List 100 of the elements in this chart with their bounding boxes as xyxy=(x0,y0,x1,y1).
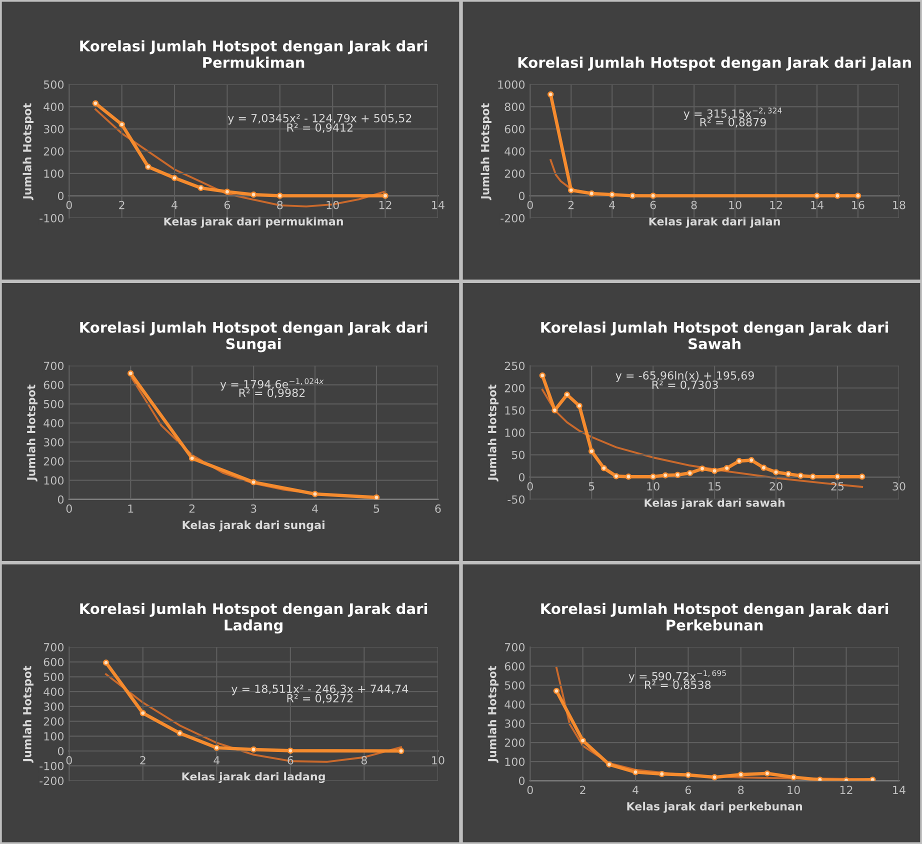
annotation: R² = 0,7303 xyxy=(652,380,718,390)
y-tick-label: 700 xyxy=(44,643,64,652)
point xyxy=(145,164,152,170)
point xyxy=(810,474,816,480)
y-tick-label: 100 xyxy=(44,169,64,178)
y-tick-label: 250 xyxy=(504,362,525,370)
x-tick-label: 12 xyxy=(379,200,392,210)
y-tick-label: 600 xyxy=(44,380,64,390)
point xyxy=(854,192,862,199)
x-tick-label: 0 xyxy=(66,200,72,210)
point xyxy=(632,768,639,776)
y-axis-title: Jumlah Hotspot xyxy=(22,666,34,763)
x-axis-title: Kelas jarak dari sawah xyxy=(644,498,785,510)
y-tick-label: 1000 xyxy=(498,80,525,89)
point xyxy=(658,770,665,778)
x-tick-label: 10 xyxy=(729,200,742,210)
point xyxy=(685,772,692,778)
point xyxy=(176,730,183,736)
x-tick-label: 18 xyxy=(893,200,906,210)
x-tick-label: 4 xyxy=(172,200,178,210)
x-tick-label: 12 xyxy=(770,200,782,210)
x-tick-label: 6 xyxy=(224,200,230,210)
point xyxy=(834,474,841,480)
point xyxy=(814,192,820,199)
chart-title: Korelasi Jumlah Hotspot dengan Jarak dari Jalan xyxy=(518,56,911,71)
point xyxy=(650,192,656,199)
x-tick-label: 10 xyxy=(788,786,800,794)
annotation: R² = 0,8538 xyxy=(645,680,711,690)
point xyxy=(580,737,586,744)
y-tick-label: 300 xyxy=(44,702,64,711)
x-tick-label: 3 xyxy=(250,504,256,513)
x-tick-label: 6 xyxy=(685,786,692,794)
point xyxy=(764,770,770,777)
chart-title: Korelasi Jumlah Hotspot dengan Jarak dari Ladang xyxy=(80,602,428,634)
point xyxy=(539,372,546,379)
point xyxy=(613,473,620,480)
y-tick-label: 300 xyxy=(44,124,64,134)
point xyxy=(312,490,318,498)
point xyxy=(785,470,792,478)
point xyxy=(373,494,380,500)
point xyxy=(92,100,99,106)
y-tick-label: 500 xyxy=(44,400,64,408)
x-tick-label: 2 xyxy=(119,200,124,210)
x-axis-title: Kelas jarak dari perkebunan xyxy=(627,802,802,813)
point xyxy=(711,468,718,474)
x-tick-label: 0 xyxy=(527,786,533,794)
x-tick-label: 0 xyxy=(66,504,72,513)
y-tick-label: -50 xyxy=(508,495,525,504)
y-tick-label: 200 xyxy=(504,384,525,392)
point xyxy=(662,472,668,478)
point xyxy=(398,748,404,754)
x-tick-label: 14 xyxy=(432,200,444,210)
point xyxy=(198,184,204,192)
point xyxy=(650,474,656,480)
point xyxy=(127,370,134,376)
point xyxy=(118,121,125,128)
y-tick-label: 0 xyxy=(518,473,525,482)
x-tick-label: 8 xyxy=(738,786,744,794)
point xyxy=(553,688,560,694)
x-tick-label: 4 xyxy=(609,200,616,210)
point xyxy=(711,774,718,780)
x-tick-label: 0 xyxy=(527,482,533,491)
x-tick-label: 5 xyxy=(588,482,594,491)
x-tick-label: 8 xyxy=(691,200,697,210)
x-tick-label: 6 xyxy=(650,200,656,210)
y-tick-label: 50 xyxy=(512,450,525,460)
point xyxy=(625,474,632,480)
point xyxy=(629,192,636,199)
x-tick-label: 8 xyxy=(361,756,367,764)
y-tick-label: 150 xyxy=(505,406,525,415)
y-axis-title: Jumlah Hotspot xyxy=(488,666,499,763)
y-tick-label: 0 xyxy=(58,192,64,200)
y-tick-label: 400 xyxy=(44,102,64,112)
y-tick-label: 600 xyxy=(504,662,525,671)
y-tick-label: 400 xyxy=(44,688,64,696)
y-tick-label: -100 xyxy=(40,214,64,222)
y-tick-label: 300 xyxy=(44,438,64,446)
y-axis-title: Jumlah Hotspot xyxy=(22,103,34,200)
x-tick-label: 2 xyxy=(568,200,574,210)
annotation: y = -65,96ln(x) + 195,69 xyxy=(616,371,754,382)
point xyxy=(564,392,570,398)
x-axis-title: Kelas jarak dari ladang xyxy=(182,772,325,784)
y-tick-label: 0 xyxy=(58,495,64,504)
y-tick-label: 200 xyxy=(504,169,525,178)
y-tick-label: 600 xyxy=(504,124,525,134)
y-tick-label: 300 xyxy=(504,719,525,728)
y-tick-label: 100 xyxy=(44,476,64,485)
annotation: R² = 0,9272 xyxy=(287,694,353,704)
x-axis-title: Kelas jarak dari sungai xyxy=(182,520,324,532)
annotation: R² = 0,9412 xyxy=(287,123,353,133)
y-tick-label: 600 xyxy=(44,658,64,666)
point xyxy=(568,187,574,194)
x-tick-label: 2 xyxy=(580,786,586,794)
point xyxy=(140,710,146,716)
y-tick-label: 700 xyxy=(44,362,64,370)
point xyxy=(834,192,841,199)
x-tick-label: 4 xyxy=(312,504,318,513)
point xyxy=(699,466,706,472)
y-tick-label: 400 xyxy=(504,147,525,156)
chart-title: Korelasi Jumlah Hotspot dengan Jarak dari Sawah xyxy=(541,322,888,350)
